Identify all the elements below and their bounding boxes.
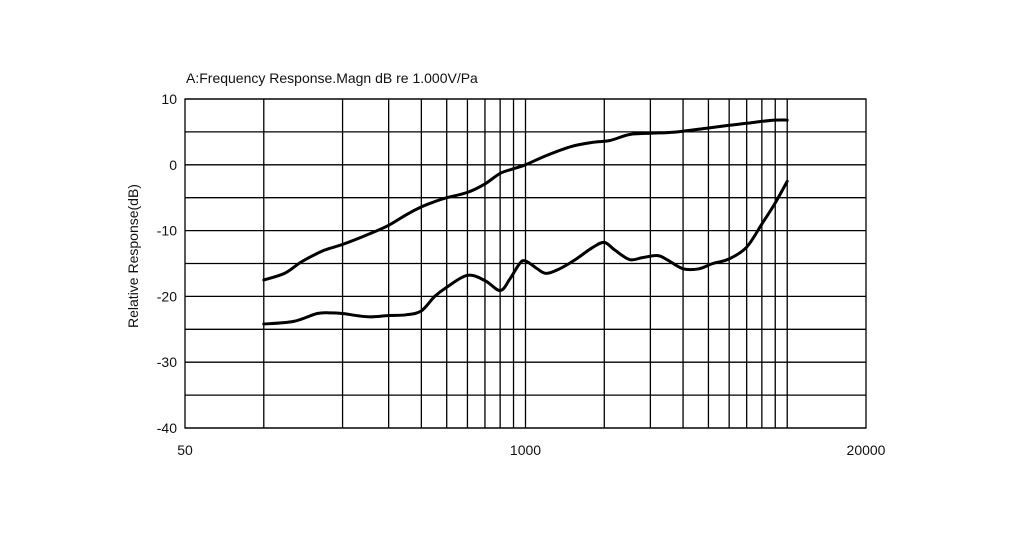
- y-tick-label: 0: [169, 157, 177, 173]
- series-line-2: [262, 179, 789, 326]
- chart-title: A:Frequency Response.Magn dB re 1.000V/P…: [186, 70, 478, 86]
- y-tick-label: -30: [157, 354, 177, 370]
- x-tick-label: 50: [177, 442, 193, 458]
- y-tick-label: -40: [157, 420, 177, 436]
- x-tick-label: 1000: [510, 442, 541, 458]
- x-tick-label: 20000: [847, 442, 886, 458]
- plot-frame: [184, 98, 867, 429]
- y-tick-label: 10: [161, 91, 177, 107]
- y-axis-title: Relative Response(dB): [125, 184, 141, 328]
- series-group: [262, 118, 789, 326]
- y-tick-label: -10: [157, 223, 177, 239]
- series-line-1: [262, 118, 789, 282]
- grid: [184, 98, 867, 429]
- y-tick-label: -20: [157, 288, 177, 304]
